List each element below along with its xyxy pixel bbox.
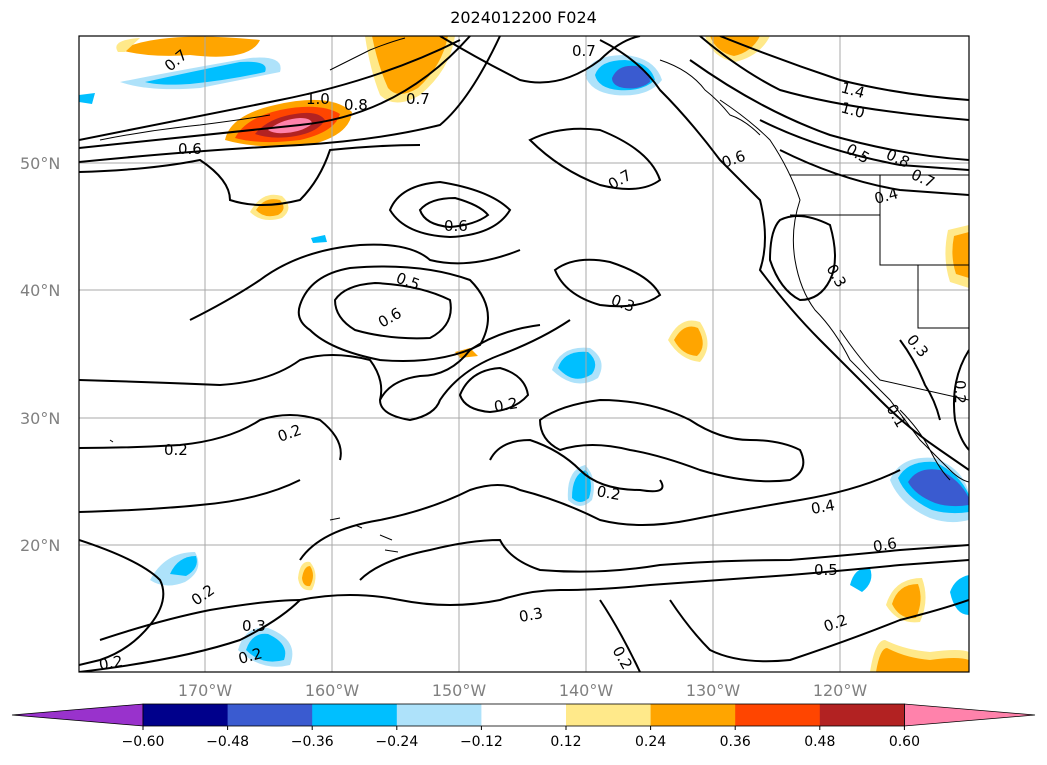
colorbar-tick-label: 0.24 xyxy=(635,734,666,750)
contour-label: 0.7 xyxy=(572,42,596,60)
contour-label: 1.4 xyxy=(839,78,867,102)
contour-label: 1.0 xyxy=(306,90,330,108)
contour-label: 1.0 xyxy=(839,98,867,122)
colorbar-tick-label: 0.60 xyxy=(889,734,920,750)
colorbar-tick-label: −0.12 xyxy=(460,734,503,750)
contour-label: 0.3 xyxy=(242,617,266,635)
lon-label: 150°W xyxy=(432,681,487,700)
colorbar-segment xyxy=(143,704,229,726)
colorbar-extend-left xyxy=(11,703,144,727)
contour-label: 0.2 xyxy=(595,482,622,504)
lon-label: 120°W xyxy=(813,681,868,700)
lat-label: 20°N xyxy=(20,536,60,555)
latitude-labels: 50°N 40°N 30°N 20°N xyxy=(20,154,60,555)
shading-layer xyxy=(79,36,969,672)
contour-label: 0.6 xyxy=(872,534,899,556)
lon-label: 170°W xyxy=(178,681,233,700)
contour-label: 0.4 xyxy=(872,184,900,208)
colorbar-tick-label: −0.60 xyxy=(122,734,165,750)
contour-label: 0.5 xyxy=(814,561,838,579)
map-background xyxy=(79,36,969,672)
colorbar-border xyxy=(142,703,905,727)
contour-label: 0.2 xyxy=(493,394,520,416)
colorbar-segment xyxy=(396,704,482,726)
longitude-labels: 170°W 160°W 150°W 140°W 130°W 120°W xyxy=(178,681,868,700)
colorbar: −0.60 −0.48 −0.36 −0.24 −0.12 0.12 0.24 0.36 0.4… xyxy=(11,703,1036,750)
contour-label: 0.3 xyxy=(518,604,545,626)
colorbar-tick-label: 0.12 xyxy=(550,734,581,750)
colorbar-tick-label: −0.36 xyxy=(291,734,334,750)
colorbar-segment xyxy=(819,704,905,726)
colorbar-tick-label: −0.24 xyxy=(375,734,418,750)
lon-label: 130°W xyxy=(686,681,741,700)
lat-label: 50°N xyxy=(20,154,60,173)
coastlines xyxy=(99,37,969,553)
contour-label: 0.2 xyxy=(951,380,969,404)
map-title: 2024012200 F024 xyxy=(450,8,597,27)
colorbar-segment xyxy=(650,704,736,726)
lon-label: 160°W xyxy=(305,681,360,700)
colorbar-segment xyxy=(566,704,652,726)
contour-label: 0.2 xyxy=(236,644,264,668)
contour-label: 0.6 xyxy=(178,140,202,158)
map-area: 0.7 1.0 0.8 0.7 0.6 0.7 1.4 1.0 0.5 0.8 … xyxy=(79,36,969,674)
contour-label: 0.2 xyxy=(98,652,125,674)
colorbar-tick-label: 0.36 xyxy=(720,734,751,750)
lat-label: 40°N xyxy=(20,281,60,300)
contour-label: 0.7 xyxy=(406,90,430,108)
contour-lines xyxy=(79,36,969,672)
contour-label: 0.6 xyxy=(444,217,468,235)
colorbar-segment xyxy=(481,704,567,726)
lat-label: 30°N xyxy=(20,409,60,428)
colorbar-tick-label: −0.48 xyxy=(206,734,249,750)
colorbar-segment xyxy=(227,704,313,726)
lon-label: 140°W xyxy=(559,681,614,700)
contour-label: 0.8 xyxy=(344,96,368,114)
colorbar-extend-right xyxy=(904,703,1036,727)
colorbar-segment xyxy=(312,704,398,726)
colorbar-segment xyxy=(735,704,821,726)
contour-label: 0.2 xyxy=(164,441,188,459)
map-frame xyxy=(78,35,970,673)
colorbar-tick-label: 0.48 xyxy=(804,734,835,750)
contour-label: 0.4 xyxy=(810,496,837,518)
